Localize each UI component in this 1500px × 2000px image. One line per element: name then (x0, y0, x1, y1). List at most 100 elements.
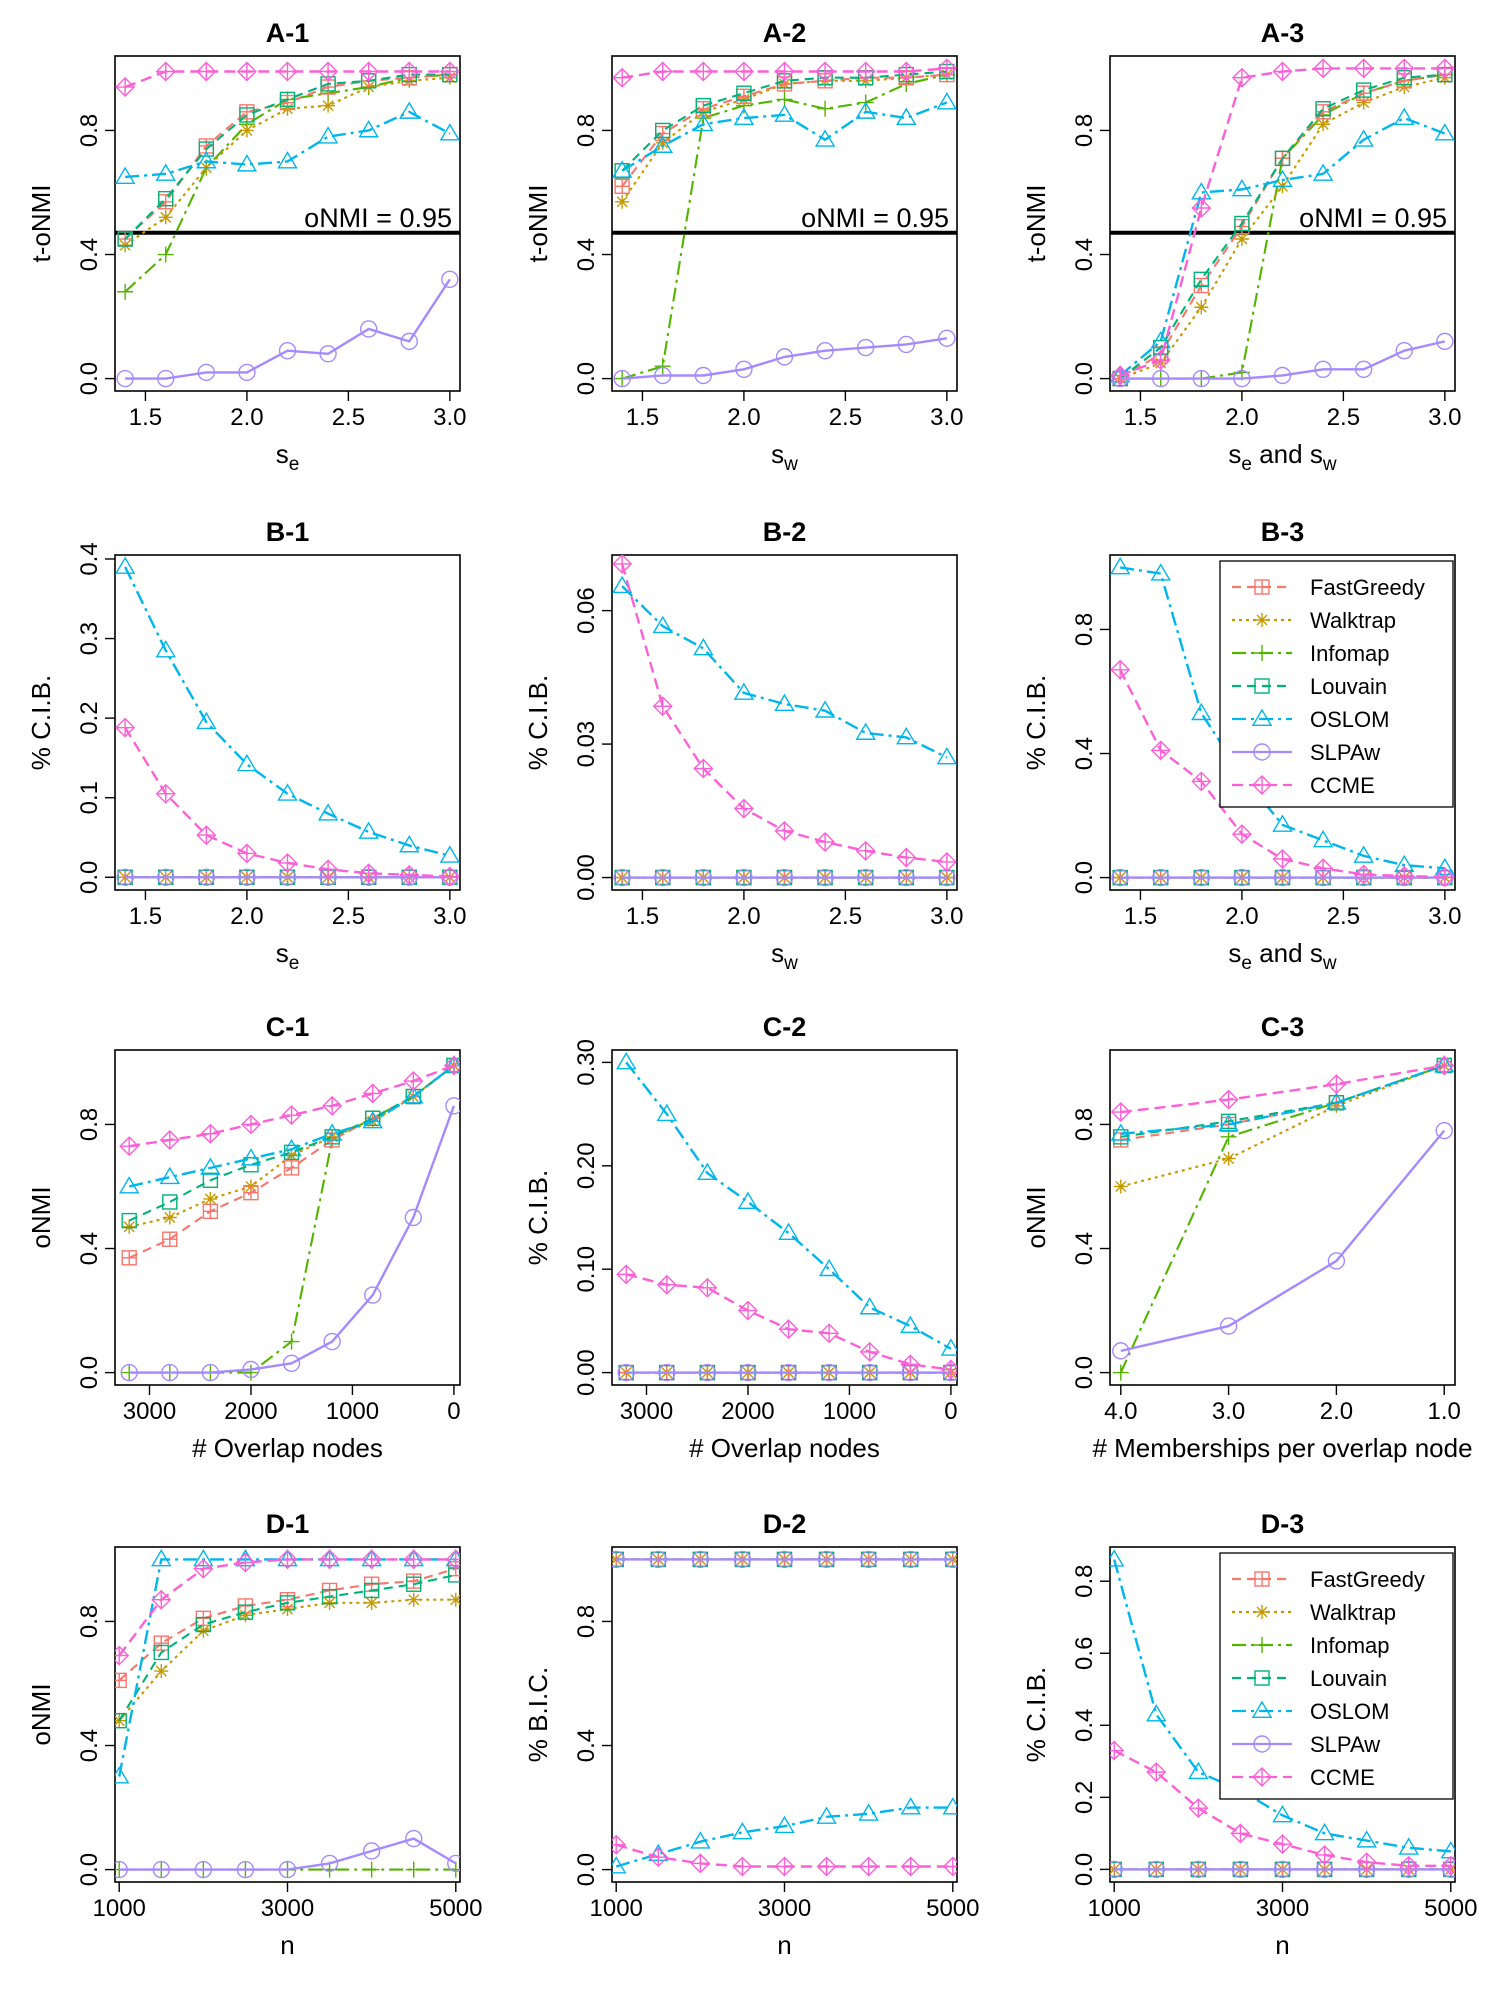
plot-frame (114, 554, 461, 891)
y-tick-label: 0.4 (1071, 737, 1098, 770)
point-oslom (1312, 163, 1334, 181)
legend-marker-infomap (1254, 1637, 1270, 1653)
y-tick-label: 0.2 (1071, 1781, 1098, 1814)
point-slpaw (733, 1550, 752, 1569)
x-tick-label: 2.0 (727, 404, 760, 431)
point-ccme (936, 851, 957, 872)
point-ccme (1394, 866, 1415, 887)
point-slpaw (856, 338, 875, 357)
point-louvain (279, 91, 296, 108)
point-ccme (1398, 1855, 1419, 1876)
legend-marker-slpaw (1253, 1735, 1271, 1753)
point-ccme (1440, 1855, 1455, 1876)
x-tick-label: 1.5 (129, 404, 162, 431)
point-ccme (1434, 1055, 1455, 1076)
point-ccme (1231, 67, 1252, 88)
point-oslom (115, 1766, 130, 1784)
legend-label: SLPAw (1310, 1732, 1380, 1757)
point-ccme (196, 825, 217, 846)
point-ccme (1353, 58, 1374, 79)
point-ccme (1146, 1762, 1167, 1783)
plot-frame (114, 55, 461, 392)
y-axis-label: t-oNMI (26, 185, 56, 263)
y-tick-label: 0.4 (1071, 1232, 1098, 1265)
point-fastgreedy (283, 1160, 300, 1176)
legend-marker-oslom (1251, 1700, 1273, 1719)
point-ccme (656, 1274, 677, 1295)
x-tick-label: 1000 (1088, 1895, 1141, 1922)
y-tick-label: 0.0 (1071, 861, 1098, 894)
point-slpaw (654, 868, 672, 887)
point-walktrap (322, 1595, 337, 1610)
point-slpaw (1273, 868, 1292, 887)
point-slpaw (362, 1842, 381, 1860)
point-walktrap (448, 1592, 460, 1607)
point-ccme (361, 1549, 382, 1570)
point-oslom (358, 120, 379, 138)
point-ccme (439, 61, 460, 82)
point-louvain (198, 141, 215, 157)
series-line-oslom (621, 101, 948, 172)
legend-marker-oslom (1251, 708, 1273, 726)
legend-marker-walktrap (1255, 1605, 1269, 1619)
point-louvain (1193, 271, 1210, 288)
point-oslom (652, 615, 673, 634)
x-tick-label: 1.5 (626, 404, 659, 431)
point-ccme (942, 1856, 957, 1877)
point-walktrap (615, 194, 630, 209)
point-oslom (1272, 814, 1293, 832)
point-slpaw (617, 1363, 635, 1382)
point-slpaw (816, 868, 834, 887)
point-slpaw (404, 1208, 423, 1227)
y-tick-label: 0.8 (1071, 613, 1098, 646)
point-walktrap (1221, 1151, 1236, 1166)
point-ccme (858, 1856, 879, 1877)
point-ccme (115, 77, 136, 98)
point-slpaw (238, 868, 256, 886)
point-ccme (196, 61, 217, 82)
point-ccme (277, 61, 298, 82)
x-axis-label: se and sw (1228, 439, 1336, 475)
point-ccme (816, 1856, 837, 1877)
legend-label: OSLOM (1310, 707, 1389, 732)
y-tick-label: 0.4 (76, 542, 103, 575)
panel-title: D-2 (763, 1509, 807, 1539)
point-ccme (697, 1277, 718, 1298)
point-oslom (1326, 1092, 1347, 1110)
point-slpaw (1192, 868, 1211, 887)
point-walktrap (239, 123, 254, 138)
point-oslom (321, 1123, 343, 1141)
panel-a-3: A-3 1.5 2.0 2.5 3.0 0.0 0.4 0.8 t-oNMI se and sw o… (1021, 18, 1462, 475)
series-line-slpaw (125, 278, 451, 380)
point-ccme (1353, 864, 1374, 885)
point-slpaw (1111, 868, 1129, 887)
x-tick-label: 2.5 (332, 903, 365, 930)
x-axis-label: # Overlap nodes (689, 1433, 880, 1463)
point-ccme (732, 1856, 753, 1877)
point-louvain (1274, 150, 1291, 167)
point-ccme (403, 1549, 424, 1570)
point-ccme (445, 1549, 460, 1570)
legend-marker-slpaw (1253, 743, 1271, 761)
legend-label: CCME (1310, 1765, 1375, 1790)
point-oslom (159, 1166, 181, 1185)
point-oslom (774, 1815, 795, 1834)
legend-label: FastGreedy (1310, 1567, 1425, 1592)
point-oslom (855, 722, 876, 740)
point-oslom (281, 1138, 302, 1157)
series-line-slpaw (1120, 340, 1446, 380)
point-ccme (403, 1071, 424, 1092)
point-slpaw (1152, 369, 1170, 388)
series-line-oslom (1120, 1064, 1445, 1135)
point-louvain (614, 163, 630, 179)
series-line-infomap (621, 73, 948, 380)
panel-title: A-2 (763, 18, 807, 48)
point-slpaw (445, 1097, 460, 1115)
point-ccme (1110, 1102, 1131, 1123)
x-tick-label: 3.0 (1428, 903, 1461, 930)
panel-title: A-1 (266, 18, 310, 48)
point-slpaw (861, 1363, 879, 1382)
point-ccme (693, 758, 714, 779)
x-axis-label: n (777, 1930, 791, 1960)
plot-area (115, 556, 460, 887)
